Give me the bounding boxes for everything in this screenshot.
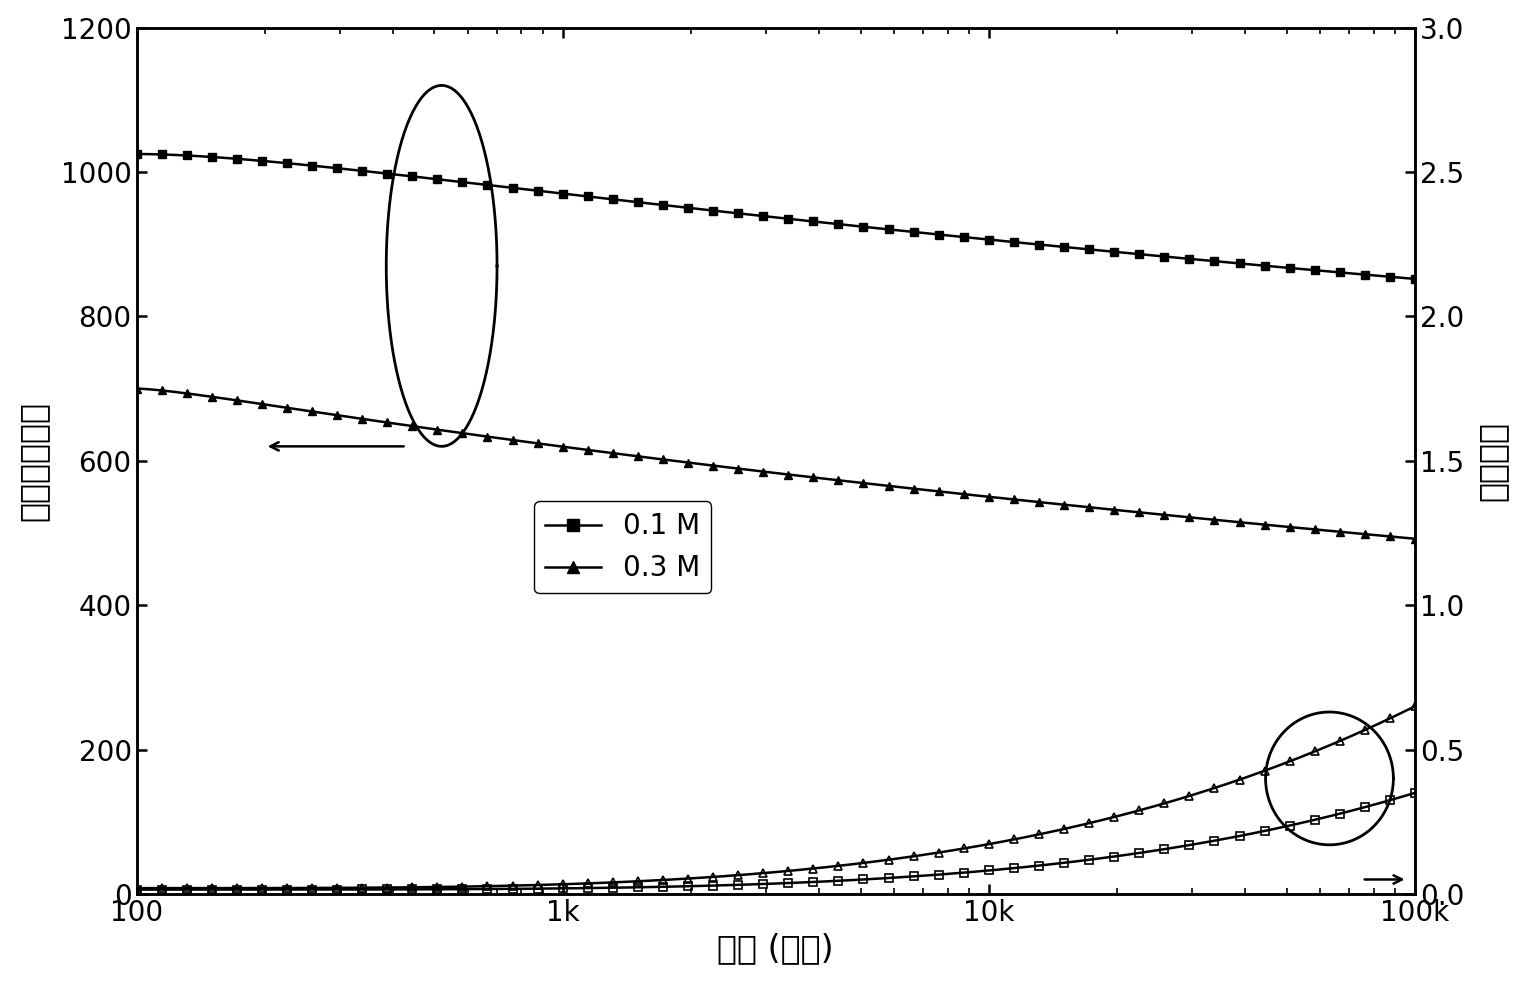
Y-axis label: 相对介电常数: 相对介电常数 <box>17 401 50 520</box>
X-axis label: 频率 (赫兹): 频率 (赫兹) <box>717 932 834 965</box>
Legend: 0.1 M, 0.3 M: 0.1 M, 0.3 M <box>534 502 711 593</box>
Y-axis label: 介电损耗: 介电损耗 <box>1475 421 1508 501</box>
